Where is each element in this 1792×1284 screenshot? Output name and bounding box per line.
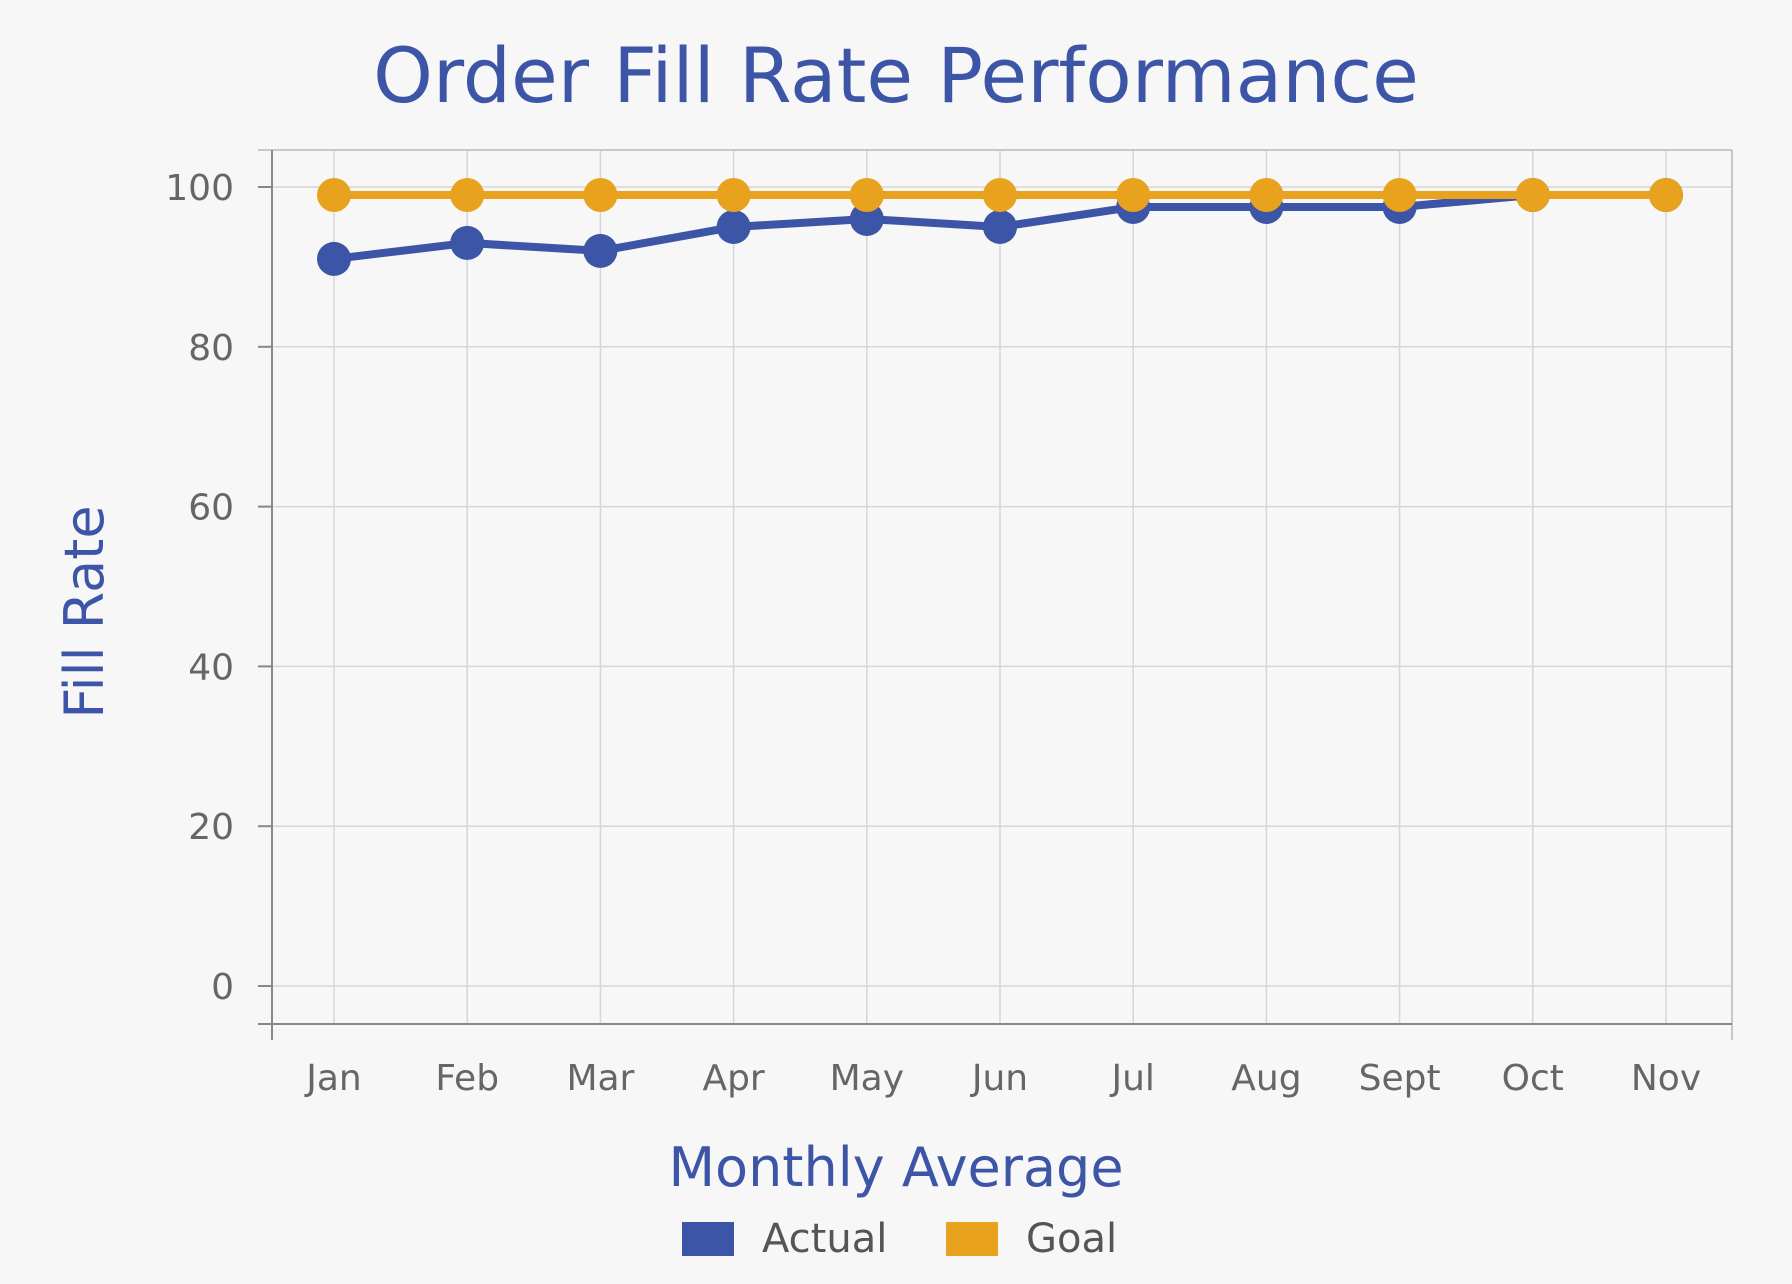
data-point-actual bbox=[583, 233, 618, 268]
y-tick-label: 0 bbox=[211, 967, 234, 1008]
data-point-actual bbox=[450, 225, 485, 260]
data-point-actual bbox=[983, 209, 1017, 244]
y-tick-label: 100 bbox=[165, 168, 234, 209]
plot-frame bbox=[258, 149, 1733, 1040]
y-tick-label: 20 bbox=[188, 807, 234, 848]
x-tick-label: Jun bbox=[970, 1058, 1028, 1099]
x-tick-label: Jul bbox=[1109, 1058, 1154, 1099]
legend-label-goal: Goal bbox=[1026, 1216, 1117, 1262]
x-tick-label: Oct bbox=[1502, 1058, 1564, 1099]
x-tick-label: May bbox=[830, 1058, 904, 1099]
y-tick-label: 60 bbox=[188, 488, 234, 529]
x-tick-label: Feb bbox=[435, 1058, 499, 1099]
data-point-goal bbox=[1649, 177, 1683, 212]
y-axis-ticks: 0 20 40 60 80 100 bbox=[165, 168, 234, 1008]
data-point-goal bbox=[983, 177, 1017, 212]
legend-item-actual: Actual bbox=[682, 1216, 887, 1262]
legend-swatch-actual bbox=[682, 1222, 734, 1256]
series-goal bbox=[317, 177, 1683, 212]
legend: Actual Goal bbox=[682, 1216, 1117, 1262]
data-point-goal bbox=[583, 177, 618, 212]
data-point-actual bbox=[317, 241, 351, 276]
data-point-goal bbox=[1382, 177, 1417, 212]
y-tick-label: 40 bbox=[188, 647, 234, 688]
x-tick-label: Jan bbox=[304, 1058, 362, 1099]
series-layer bbox=[317, 177, 1683, 276]
data-point-goal bbox=[1515, 177, 1550, 212]
x-tick-label: Nov bbox=[1631, 1058, 1701, 1099]
legend-item-goal: Goal bbox=[946, 1216, 1117, 1262]
data-point-goal bbox=[716, 177, 751, 212]
data-point-goal bbox=[317, 177, 351, 212]
x-tick-label: Apr bbox=[702, 1058, 764, 1099]
data-point-actual bbox=[849, 201, 884, 236]
data-point-goal bbox=[849, 177, 884, 212]
legend-swatch-goal bbox=[946, 1222, 998, 1256]
data-point-goal bbox=[1116, 177, 1151, 212]
data-point-goal bbox=[450, 177, 485, 212]
grid bbox=[272, 150, 1732, 1024]
x-axis-title: Monthly Average bbox=[668, 1136, 1123, 1199]
x-tick-label: Sept bbox=[1359, 1058, 1441, 1099]
chart-title: Order Fill Rate Performance bbox=[373, 31, 1419, 120]
legend-label-actual: Actual bbox=[762, 1216, 887, 1262]
x-tick-label: Mar bbox=[566, 1058, 634, 1099]
y-axis-title: Fill Rate bbox=[53, 505, 116, 718]
x-tick-label: Aug bbox=[1231, 1058, 1301, 1099]
data-point-goal bbox=[1249, 177, 1284, 212]
x-axis-ticks: Jan Feb Mar Apr May Jun Jul Aug Sept Oct Nov bbox=[304, 1058, 1701, 1099]
data-point-actual bbox=[716, 209, 751, 244]
y-tick-label: 80 bbox=[188, 328, 234, 369]
